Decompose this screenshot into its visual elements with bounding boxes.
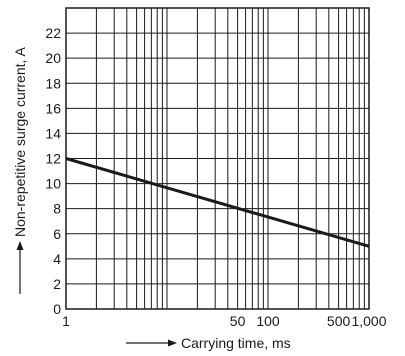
plot-frame [65, 7, 370, 310]
x-tick-label: 1,000 [351, 313, 386, 329]
x-tick-label: 500 [327, 313, 351, 329]
y-axis-label: Non-repetitive surge current, A [12, 46, 28, 237]
y-axis-arrow-head [16, 241, 24, 250]
y-tick-label: 12 [45, 151, 61, 167]
x-axis-arrow-head [168, 339, 177, 347]
y-tick-label: 20 [45, 50, 61, 66]
x-axis-label-group: Carrying time, ms [126, 335, 291, 351]
y-tick-label: 8 [53, 201, 61, 217]
y-tick-label: 14 [45, 125, 61, 141]
x-tick-labels: 1 50 100 500 1,000 [62, 313, 387, 329]
x-axis-label: Carrying time, ms [181, 335, 291, 351]
y-tick-label: 22 [45, 25, 61, 41]
x-tick-label: 1 [62, 313, 70, 329]
y-tick-label: 0 [53, 301, 61, 317]
y-axis-label-group: Non-repetitive surge current, A [12, 46, 28, 294]
series-layer [65, 157, 370, 248]
y-tick-label: 16 [45, 100, 61, 116]
y-tick-label: 10 [45, 176, 61, 192]
y-tick-label: 2 [53, 276, 61, 292]
x-tick-label: 100 [256, 313, 280, 329]
y-tick-label: 18 [45, 75, 61, 91]
y-tick-label: 4 [53, 251, 61, 267]
y-tick-labels: 0 2 4 6 8 10 12 14 16 18 20 22 [45, 25, 61, 317]
y-tick-label: 6 [53, 226, 61, 242]
series-line [65, 157, 370, 248]
x-tick-label: 50 [230, 313, 246, 329]
grid [66, 8, 369, 309]
